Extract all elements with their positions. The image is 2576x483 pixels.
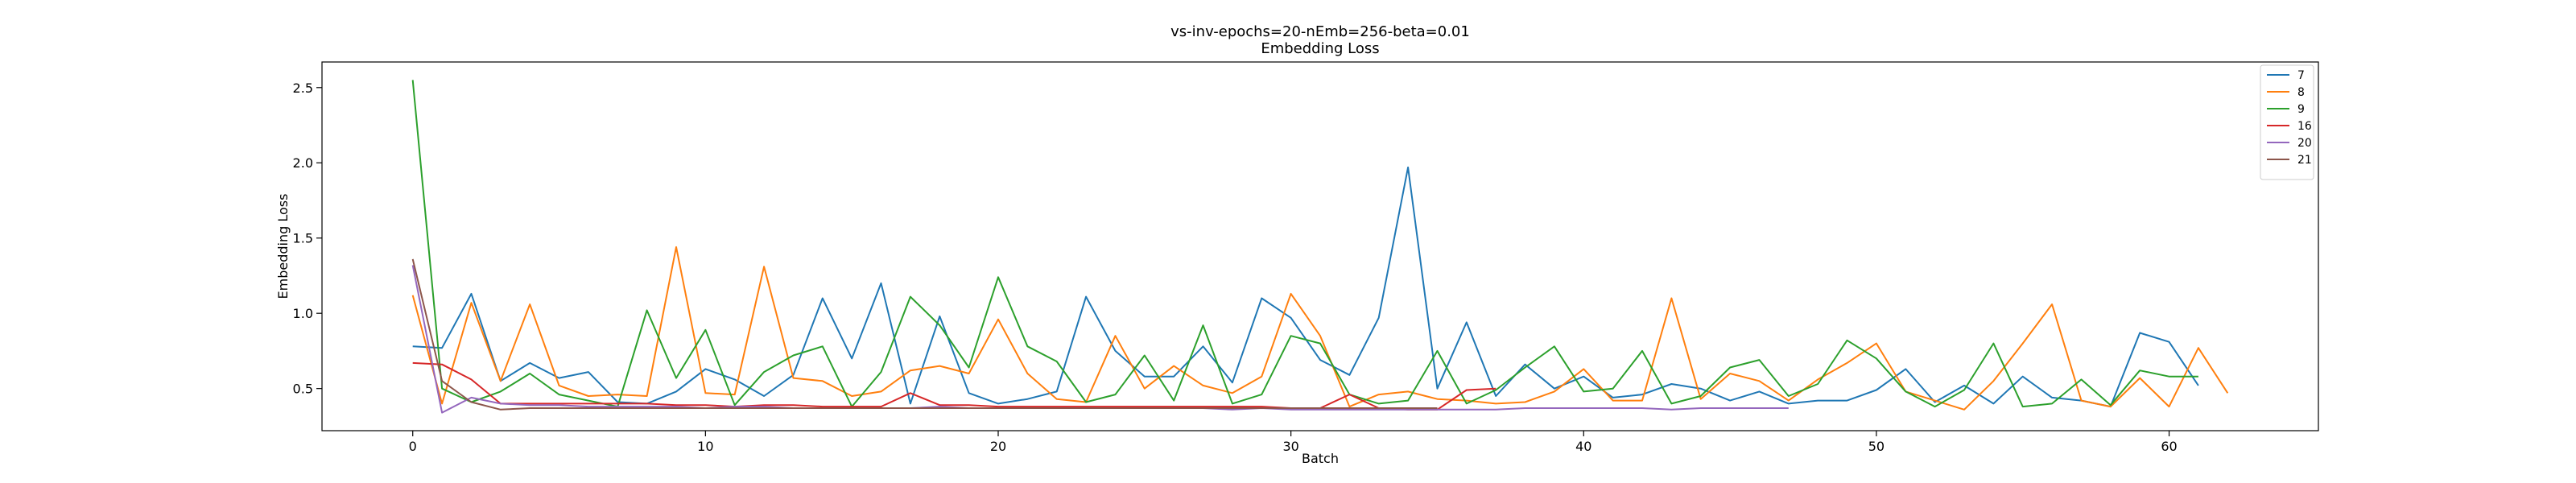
plot-area (411, 80, 2229, 414)
plot-frame (321, 61, 2319, 431)
legend-label-8: 8 (2297, 86, 2305, 99)
series-line-8 (411, 246, 2229, 411)
x-tick-label: 30 (1282, 439, 1298, 454)
y-axis: 0.5 1.0 1.5 2.0 2.5 (293, 80, 322, 397)
y-tick-label: 1.0 (293, 306, 313, 321)
chart-subtitle: Embedding Loss (1261, 40, 1379, 57)
x-tick-label: 0 (409, 439, 417, 454)
legend: 7 8 9 16 20 21 (2260, 64, 2314, 180)
legend-label-16: 16 (2297, 120, 2312, 133)
chart-title: vs-inv-epochs=20-nEmb=256-beta=0.01 (1170, 23, 1470, 40)
x-tick-label: 50 (1868, 439, 1885, 454)
x-axis-label: Batch (1302, 451, 1339, 466)
legend-label-21: 21 (2297, 154, 2312, 167)
y-axis-label: Embedding Loss (275, 194, 291, 299)
x-axis: 0 10 20 30 40 50 60 (409, 431, 2178, 454)
x-tick-label: 40 (1575, 439, 1591, 454)
y-tick-label: 0.5 (293, 382, 313, 397)
legend-label-20: 20 (2297, 137, 2312, 150)
y-tick-label: 2.5 (293, 80, 313, 96)
x-tick-label: 60 (2161, 439, 2177, 454)
series-line-9 (411, 80, 2198, 408)
x-tick-label: 20 (990, 439, 1006, 454)
legend-label-7: 7 (2297, 69, 2305, 82)
x-tick-label: 10 (697, 439, 713, 454)
y-tick-label: 1.5 (293, 231, 313, 246)
y-tick-label: 2.0 (293, 155, 313, 171)
series-line-21 (411, 258, 1438, 411)
legend-label-9: 9 (2297, 103, 2305, 116)
legend-box (2260, 64, 2314, 180)
